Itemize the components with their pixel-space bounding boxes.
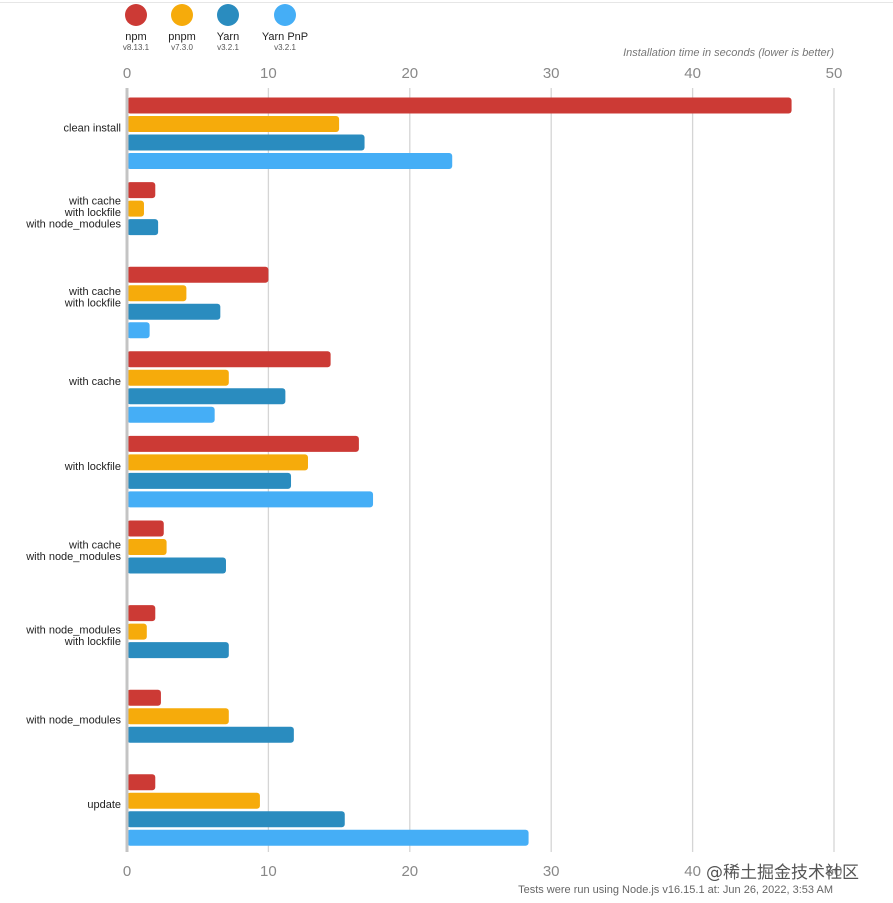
tick-label-bottom: 20 [401, 863, 418, 880]
legend-version: v7.3.0 [171, 43, 193, 52]
legend-swatch [171, 4, 193, 26]
legend-version: v3.2.1 [217, 43, 239, 52]
bar-pnpm [127, 116, 340, 132]
category-label: with cache [68, 540, 121, 552]
category-label: with cache [68, 376, 121, 388]
legend-label: npm [125, 31, 147, 43]
bar-yarn [127, 811, 345, 828]
tick-label-top: 50 [826, 65, 843, 82]
bar-yarn [127, 134, 365, 151]
category-label: with node_modules [25, 551, 121, 563]
category-label: clean install [64, 122, 121, 134]
legend-label: pnpm [168, 31, 196, 43]
bar-npm [127, 689, 161, 706]
category-label: with lockfile [64, 461, 121, 473]
bar-yarn [127, 557, 226, 574]
category-label: with node_modules [25, 715, 121, 727]
category-label: with node_modules [25, 624, 121, 636]
tick-label-bottom: 40 [684, 863, 701, 880]
legend-item-3[interactable]: Yarn PnP v3.2.1 [256, 4, 314, 54]
category-label: update [87, 799, 121, 811]
bar-yarn [127, 642, 229, 659]
legend-swatch [125, 4, 147, 26]
bar-pnpm [127, 369, 229, 386]
bar-npm [127, 97, 792, 114]
legend-swatch [217, 4, 239, 26]
category-label: with lockfile [64, 636, 121, 648]
bar-yarn-pnp [127, 829, 529, 846]
bar-yarn-pnp [127, 491, 374, 508]
watermark: @稀土掘金技术社区 [706, 863, 859, 883]
bar-yarn [127, 726, 294, 743]
bar-yarn-pnp [127, 322, 150, 339]
bar-yarn [127, 303, 221, 320]
bar-npm [127, 182, 156, 199]
legend-item-0[interactable]: npm v8.13.1 [118, 4, 154, 54]
tick-label-top: 10 [260, 65, 277, 82]
tick-label-top: 0 [123, 65, 131, 82]
category-label: with node_modules [25, 219, 121, 231]
legend-item-1[interactable]: pnpm v7.3.0 [164, 4, 200, 54]
category-label: with cache [68, 286, 121, 298]
tick-label-top: 40 [684, 65, 701, 82]
legend-label: Yarn [216, 31, 240, 43]
bar-npm [127, 266, 269, 283]
tick-label-bottom: 30 [543, 863, 560, 880]
bar-pnpm [127, 200, 144, 217]
category-label: with lockfile [64, 207, 121, 219]
bar-yarn [127, 472, 292, 489]
legend-version: v3.2.1 [274, 43, 296, 52]
legend-swatch [274, 4, 296, 26]
bar-npm [127, 774, 156, 791]
footer-note: Tests were run using Node.js v16.15.1 at… [518, 884, 833, 896]
tick-label-top: 30 [543, 65, 560, 82]
bar-pnpm [127, 454, 308, 471]
legend-item-2[interactable]: Yarn v3.2.1 [210, 4, 246, 54]
tick-label-bottom: 50 [826, 863, 843, 880]
legend-label: Yarn PnP [261, 31, 309, 43]
bar-npm [127, 605, 156, 622]
bar-yarn [127, 219, 159, 236]
tick-label-bottom: 0 [123, 863, 131, 880]
category-label: with lockfile [64, 297, 121, 309]
bar-yarn-pnp [127, 406, 215, 423]
bar-npm [127, 435, 359, 452]
bar-npm [127, 520, 164, 537]
legend-version: v8.13.1 [122, 43, 150, 52]
top-divider [0, 2, 893, 3]
chart-legend: npm v8.13.1 pnpm v7.3.0 Yarn v3.2.1 Yarn PnP v3… [118, 4, 314, 54]
tick-label-top: 20 [401, 65, 418, 82]
chart-title: Installation time in seconds (lower is b… [623, 47, 834, 59]
bar-pnpm [127, 708, 229, 725]
bar-pnpm [127, 539, 167, 555]
bar-yarn-pnp [127, 153, 453, 169]
bar-pnpm [127, 285, 187, 302]
category-label: with cache [68, 196, 121, 208]
bar-npm [127, 351, 331, 368]
bar-pnpm [127, 792, 260, 809]
tick-label-bottom: 10 [260, 863, 277, 880]
bar-pnpm [127, 623, 147, 640]
bar-yarn [127, 388, 286, 405]
